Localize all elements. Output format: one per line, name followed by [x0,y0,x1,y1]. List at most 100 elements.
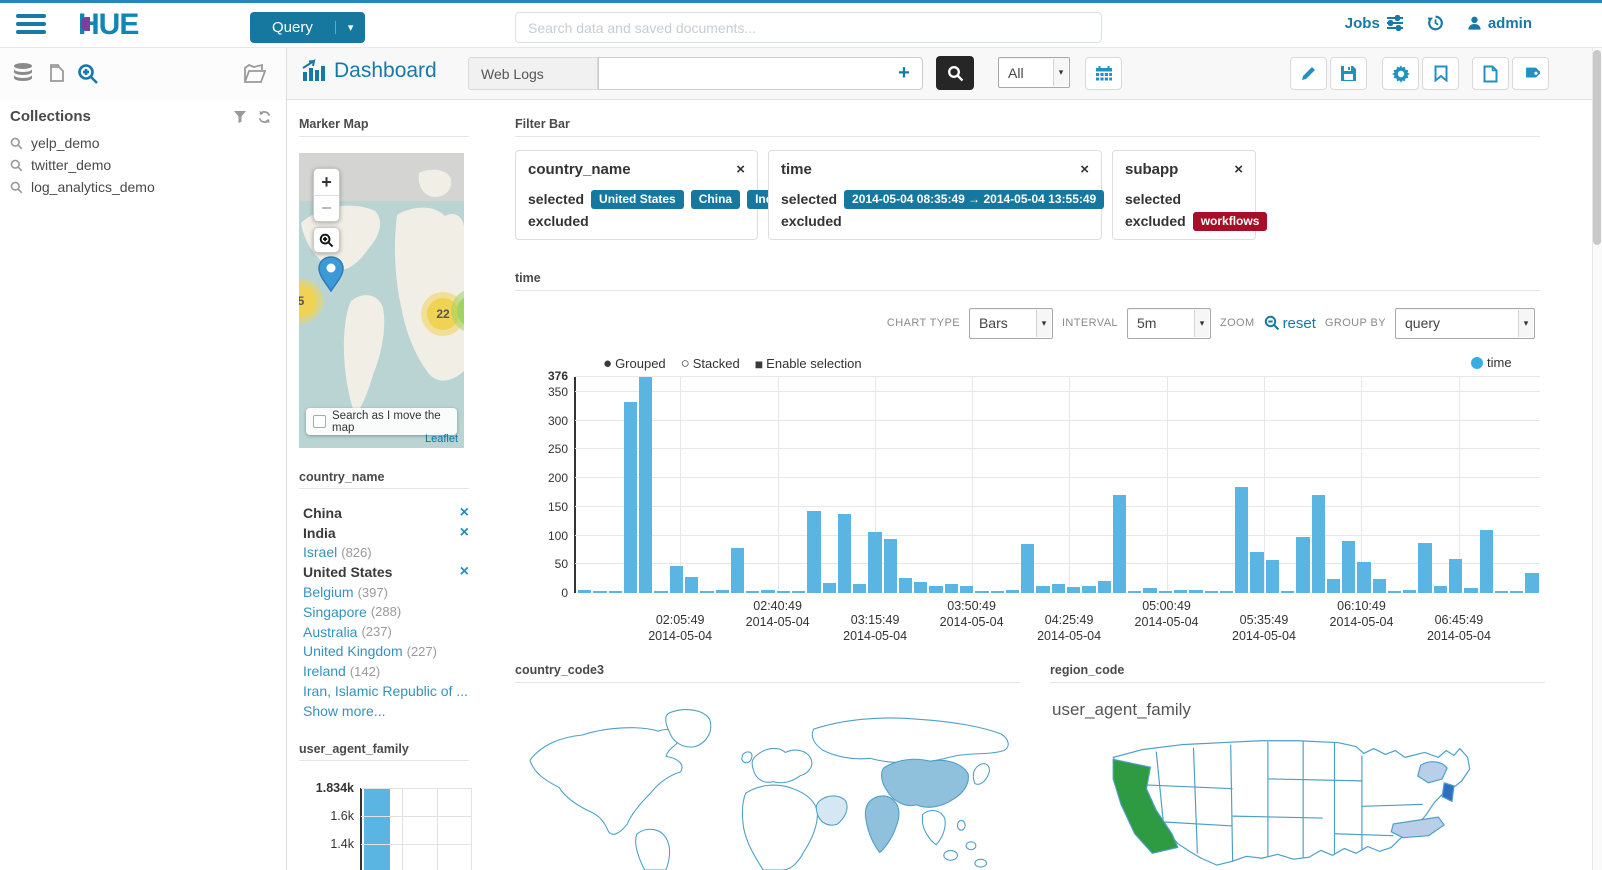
enable-selection-toggle[interactable]: ■ Enable selection [754,355,862,372]
histogram-bar[interactable] [929,586,943,593]
histogram-bar[interactable] [837,514,852,593]
facet-value-link[interactable]: Singapore [303,603,367,620]
histogram-bar[interactable] [1510,591,1524,593]
histogram-bar[interactable] [1173,589,1188,593]
query-caret-icon[interactable]: ▾ [334,21,366,34]
histogram-bar[interactable] [853,584,867,593]
show-more-link[interactable]: Show more... [303,703,386,719]
bookmark-button[interactable] [1422,57,1459,90]
leaflet-attribution-link[interactable]: Leaflet [424,433,458,445]
histogram-bar[interactable] [868,531,882,593]
facet-value-link[interactable]: Belgium [303,584,354,601]
histogram-bar[interactable] [578,590,592,593]
world-choropleth-map[interactable] [515,700,1020,870]
new-document-button[interactable] [1472,57,1509,90]
hue-logo[interactable]: HUE [78,8,139,41]
histogram-bar[interactable] [1128,591,1142,593]
histogram-bar[interactable] [1342,541,1356,593]
histogram-bar[interactable] [1005,590,1020,593]
histogram-bar[interactable] [1158,591,1172,593]
histogram-bar[interactable] [791,591,806,593]
histogram-bar[interactable] [1525,572,1539,593]
histogram-bar[interactable] [1280,591,1295,593]
histogram-bar[interactable] [593,591,607,593]
histogram-bar[interactable] [1418,543,1432,593]
histogram-bar[interactable] [1479,529,1493,593]
histogram-bar[interactable] [1250,551,1264,593]
histogram-bar[interactable] [1403,590,1417,593]
map-zoom-in-button[interactable]: + [321,171,332,192]
filter-chip[interactable]: China [690,189,741,209]
histogram-bar[interactable] [1449,558,1463,593]
histogram-bar[interactable] [1112,495,1127,593]
histogram-bar[interactable] [700,591,714,593]
histogram-bar[interactable] [960,586,974,593]
us-choropleth-map[interactable] [1095,728,1525,870]
map-cluster-right[interactable]: 2 [451,289,464,333]
calendar-button[interactable] [1085,57,1122,90]
filter-chip[interactable]: 2014-05-04 08:35:49 → 2014-05-04 13:55:4… [844,189,1105,209]
map-marker-pin[interactable] [318,256,344,292]
histogram-bar[interactable] [914,582,928,593]
series-legend[interactable]: time [1471,355,1512,370]
map-cluster-22[interactable]: 22 [421,292,464,336]
search-button[interactable] [936,56,974,90]
zoom-in-icon[interactable] [76,62,100,86]
marker-map[interactable]: 22 2 5 + − Search as I move the map Leaf… [299,153,464,448]
settings-button[interactable] [1382,57,1419,90]
refresh-icon[interactable] [257,110,272,124]
filter-funnel-icon[interactable] [233,110,247,124]
save-button[interactable] [1330,57,1367,90]
user-agent-bar[interactable] [364,788,390,870]
histogram-bar[interactable] [608,591,622,593]
facet-value-link[interactable]: United Kingdom [303,643,403,660]
histogram-bar[interactable] [1082,586,1096,593]
scope-select[interactable]: All ▾ [998,57,1070,88]
histogram-bar[interactable] [1067,587,1081,593]
histogram-bar[interactable] [1296,537,1310,593]
time-histogram[interactable] [574,376,1540,593]
remove-facet-icon[interactable]: × [459,563,469,581]
histogram-bar[interactable] [1036,586,1050,593]
histogram-bar[interactable] [944,583,959,593]
add-filter-button[interactable]: + [898,62,910,84]
histogram-bar[interactable] [975,591,989,593]
histogram-bar[interactable] [746,591,760,593]
histogram-bar[interactable] [715,590,729,593]
database-icon[interactable] [12,62,36,86]
histogram-bar[interactable] [898,577,913,593]
group-by-select[interactable]: query ▾ [1395,307,1535,339]
close-icon[interactable]: × [1080,161,1089,178]
collection-item[interactable]: yelp_demo [10,132,276,154]
histogram-bar[interactable] [639,377,653,593]
facet-value-link[interactable]: Ireland [303,663,346,680]
stacked-radio[interactable]: ○ Stacked [680,355,740,372]
close-icon[interactable]: × [1234,161,1243,178]
user-menu[interactable]: admin [1467,15,1532,32]
histogram-bar[interactable] [1219,591,1234,593]
histogram-bar[interactable] [669,566,683,593]
histogram-bar[interactable] [1326,579,1341,593]
collection-name-chip[interactable]: Web Logs [468,57,598,90]
histogram-bar[interactable] [1235,486,1249,593]
histogram-bar[interactable] [990,591,1004,593]
facet-value-link[interactable]: Australia [303,623,358,640]
hamburger-menu-icon[interactable] [16,14,46,36]
histogram-bar[interactable] [761,590,775,593]
histogram-bar[interactable] [1204,591,1218,593]
close-icon[interactable]: × [736,161,745,178]
remove-facet-icon[interactable]: × [459,503,469,521]
scrollbar-thumb[interactable] [1593,50,1601,245]
search-as-move-checkbox[interactable] [313,415,326,428]
histogram-bar[interactable] [1097,580,1111,593]
zoom-reset-link[interactable]: reset [1264,315,1316,332]
histogram-bar[interactable] [1464,587,1478,593]
histogram-bar[interactable] [1265,560,1279,593]
histogram-bar[interactable] [1311,494,1325,593]
folder-icon[interactable] [242,62,267,86]
facet-value-link[interactable]: United States [303,564,393,581]
jobs-link[interactable]: Jobs [1345,15,1404,32]
edit-button[interactable] [1290,57,1327,90]
history-button[interactable] [1426,14,1445,32]
filter-chip[interactable]: workflows [1192,211,1268,231]
